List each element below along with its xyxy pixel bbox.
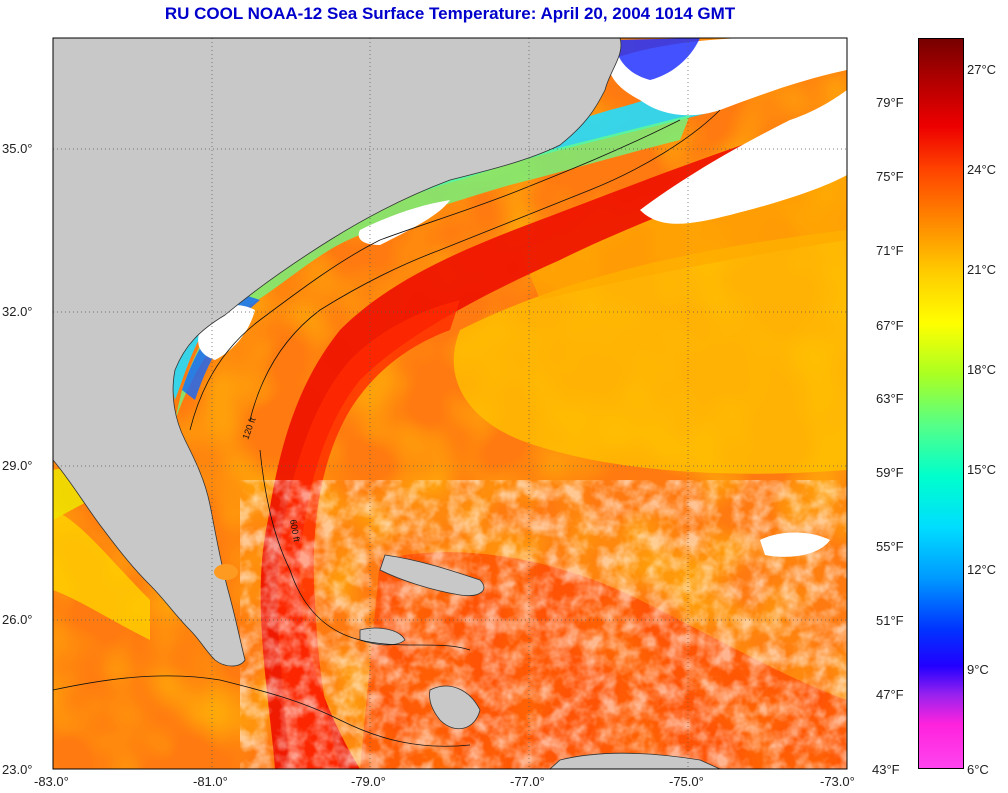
f-label-47: 47°F — [876, 687, 904, 702]
cloud-shelf-2 — [358, 200, 450, 245]
lat-label-23: 23.0° — [2, 762, 33, 777]
f-label-43: 43°F — [872, 762, 900, 777]
gulf-stream-inner — [277, 300, 460, 769]
map-title: RU COOL NOAA-12 Sea Surface Temperature:… — [164, 4, 736, 23]
graticule — [53, 38, 847, 769]
c-label-15: 15°C — [967, 462, 997, 477]
f-label-51: 51°F — [876, 613, 904, 628]
c-label-27: 27°C — [967, 62, 997, 77]
gulf-of-mexico-cool — [53, 469, 90, 520]
cold-patch-north — [615, 38, 700, 80]
lat-label-26: 26.0° — [2, 612, 33, 627]
ocean-yellow-band — [453, 230, 847, 474]
c-label-18: 18°C — [967, 362, 997, 377]
contour-label-600: 600 ft — [288, 519, 302, 543]
lat-label-35: 35.0° — [2, 141, 33, 156]
land-bahamas-3 — [359, 627, 406, 646]
c-label-12: 12°C — [967, 562, 997, 577]
contour-120ft — [189, 119, 681, 431]
c-label-6: 6°C — [967, 762, 989, 777]
contour-south — [259, 449, 471, 651]
c-label-24: 24°C — [967, 162, 997, 177]
lake-okeechobee — [214, 564, 238, 580]
lon-label-75: -75.0° — [669, 774, 704, 789]
lon-label-83: -83.0° — [34, 774, 69, 789]
cloud-northeast — [640, 90, 847, 224]
cloud-speckle — [240, 480, 847, 769]
lat-label-29: 29.0° — [2, 458, 33, 473]
gulf-of-mexico-yellow — [53, 510, 150, 640]
f-label-55: 55°F — [876, 539, 904, 554]
contour-600ft — [249, 109, 721, 421]
land-bahamas-1 — [379, 554, 485, 597]
map-frame — [52, 37, 848, 770]
lat-label-32: 32.0° — [2, 304, 33, 319]
contour-gulf — [53, 675, 471, 747]
lon-label-81: -81.0° — [193, 774, 228, 789]
f-label-67: 67°F — [876, 318, 904, 333]
lon-label-73: -73.0° — [820, 774, 855, 789]
lon-label-77: -77.0° — [510, 774, 545, 789]
f-label-63: 63°F — [876, 391, 904, 406]
f-label-75: 75°F — [876, 169, 904, 184]
lon-label-79: -79.0° — [351, 774, 386, 789]
land-cuba — [549, 752, 721, 769]
land-bahamas-2 — [429, 685, 481, 730]
land-mainland — [53, 38, 622, 667]
temperature-colorbar — [918, 38, 964, 769]
f-label-59: 59°F — [876, 465, 904, 480]
shelf-blue-water — [182, 295, 260, 400]
c-label-21: 21°C — [967, 262, 997, 277]
f-label-79: 79°F — [876, 95, 904, 110]
c-label-9: 9°C — [967, 662, 989, 677]
f-label-71: 71°F — [876, 243, 904, 258]
